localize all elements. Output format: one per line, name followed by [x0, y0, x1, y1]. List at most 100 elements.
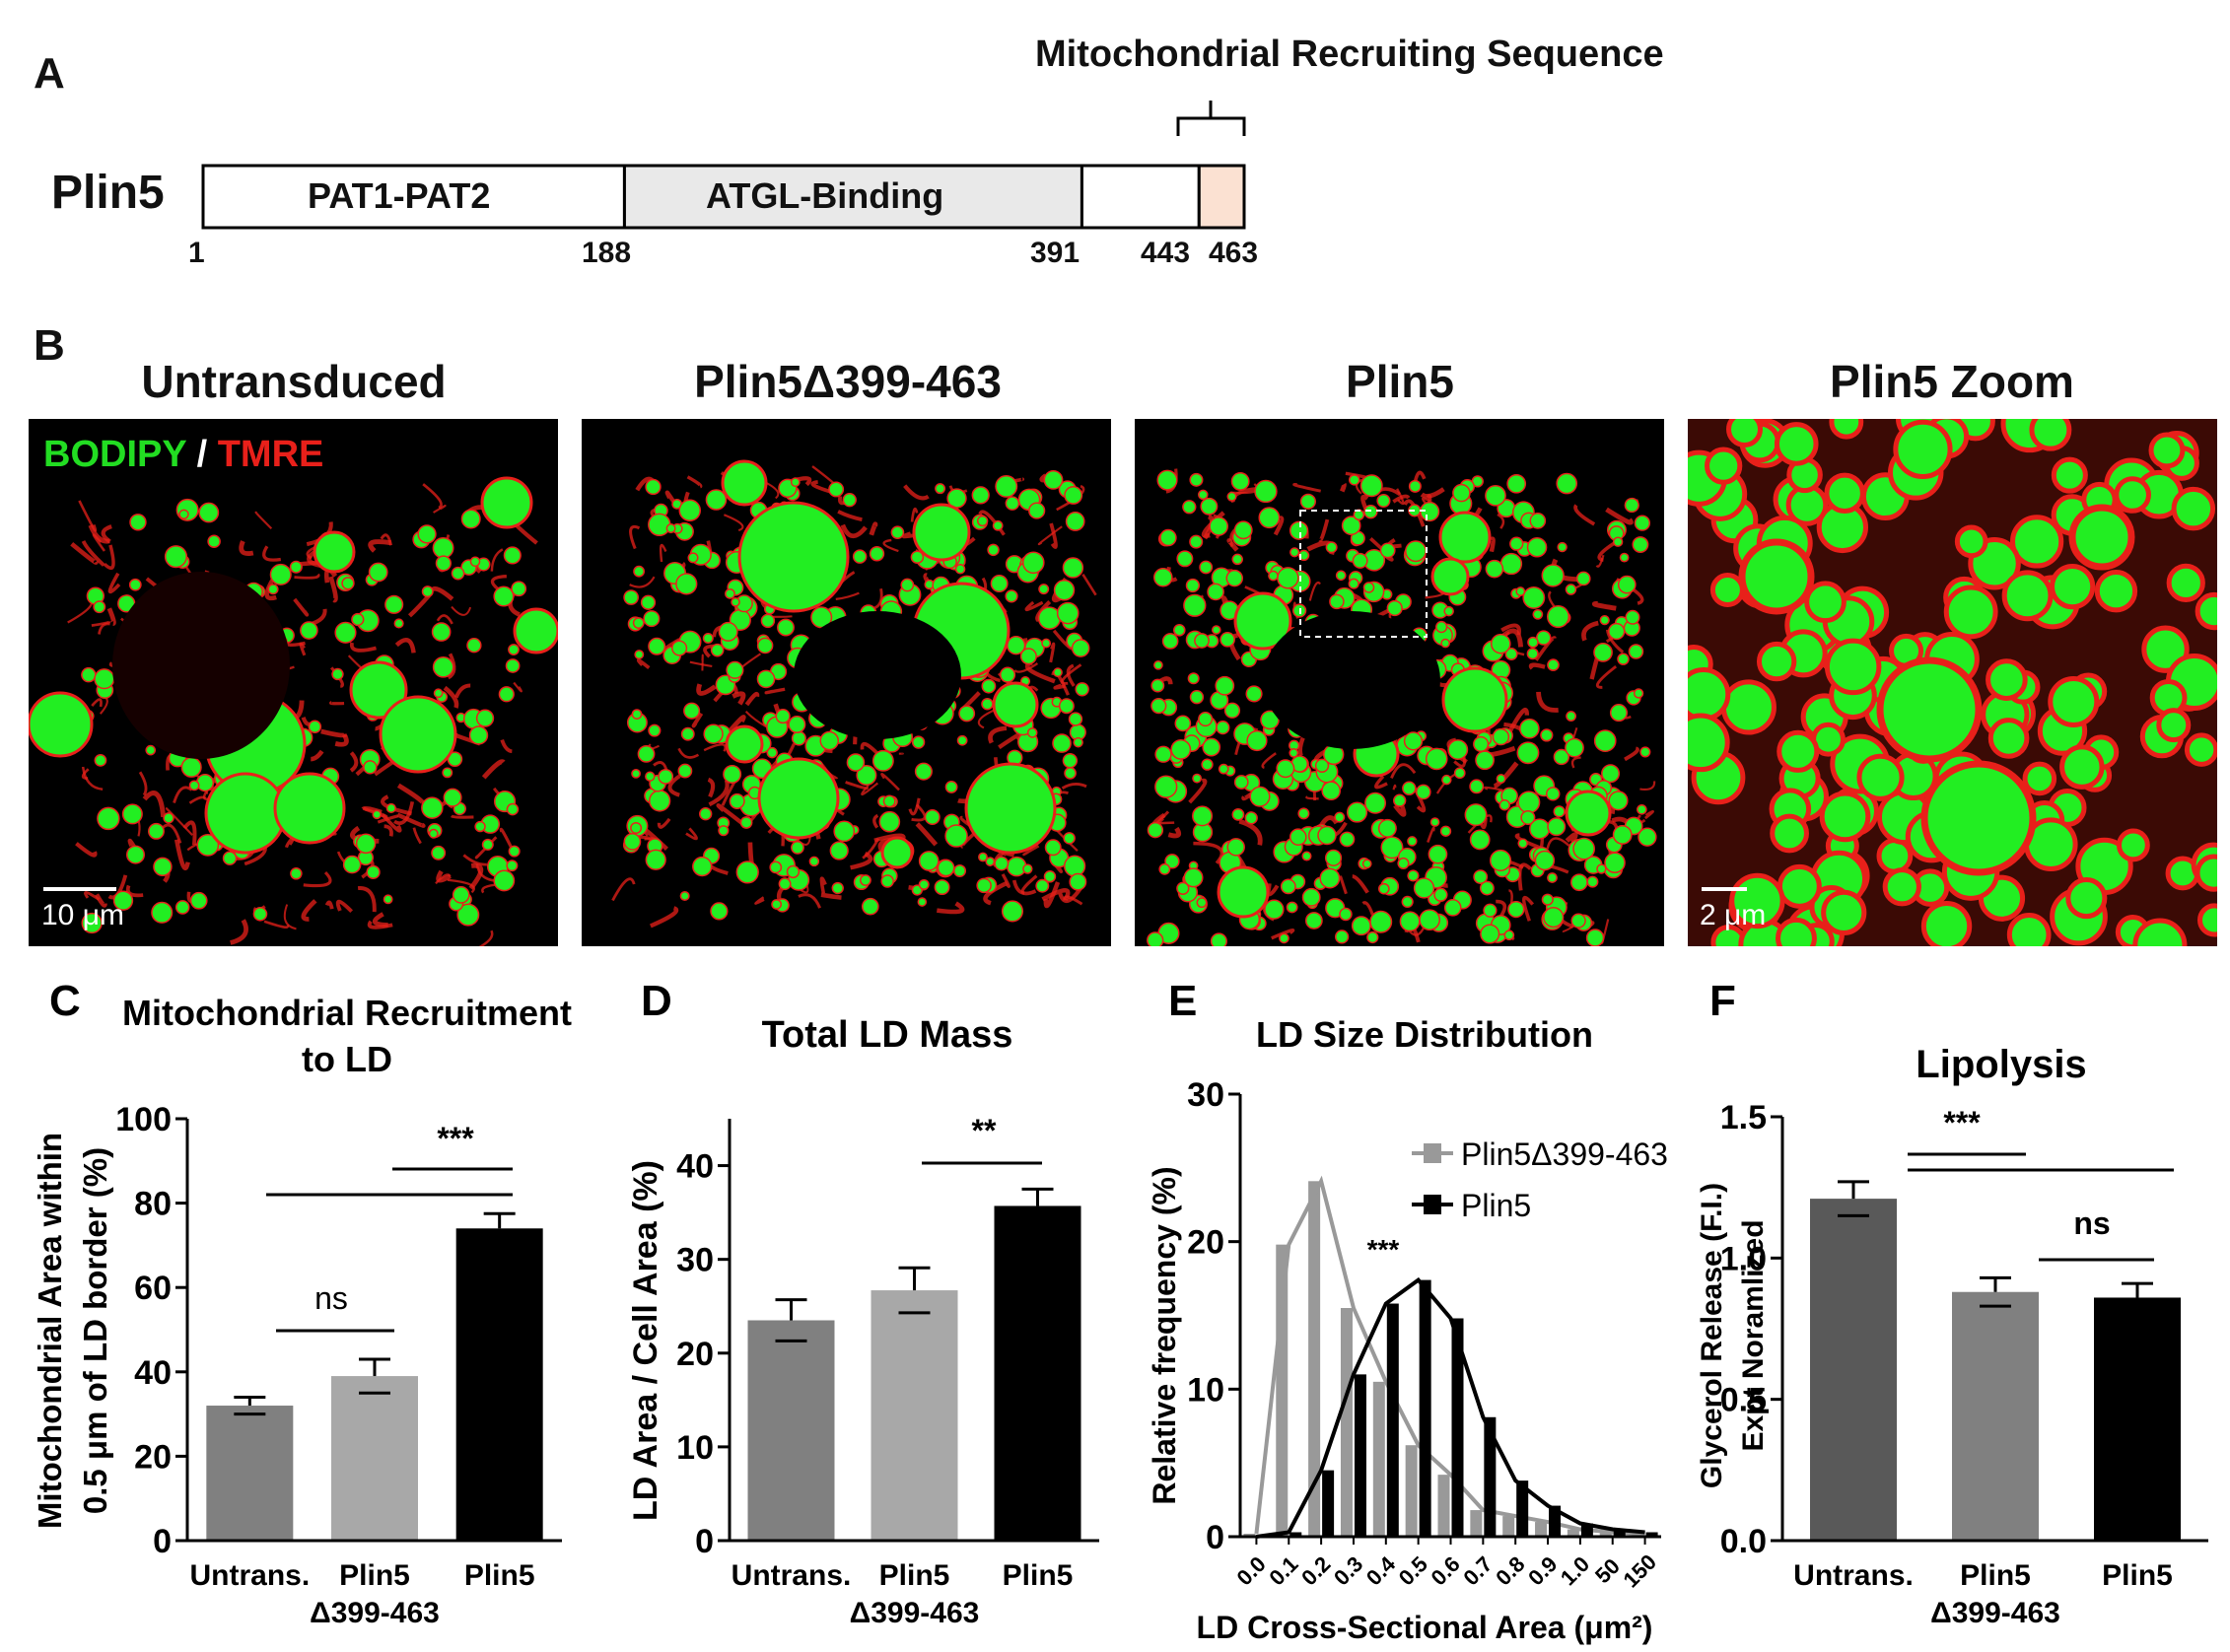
domain-label-atgl: ATGL-Binding — [706, 175, 944, 216]
y-C-tick-label: 20 — [134, 1438, 172, 1476]
lipid-droplet-small — [1553, 748, 1569, 766]
lipid-droplet-zoom — [2195, 854, 2217, 892]
lipid-droplet-zoom — [2117, 828, 2150, 862]
mitochondria-strand — [373, 912, 388, 928]
bar-E-1-5 — [1419, 1279, 1431, 1537]
chart-F-category-label-1-line1: Plin5 — [1960, 1559, 2031, 1592]
lipid-droplet-small — [1352, 552, 1368, 569]
chart-F-category-label-1-line2: Δ399-463 — [1930, 1597, 2060, 1629]
lipid-droplet-small — [1173, 624, 1186, 637]
lipid-droplet-small — [1062, 752, 1079, 769]
lipid-droplet-small — [976, 877, 992, 894]
lipid-droplet-small — [1280, 878, 1296, 895]
mitochondria-strand — [383, 824, 393, 837]
mitochondria-strand — [1066, 663, 1076, 687]
lipid-droplet-small — [1363, 504, 1378, 519]
lipid-droplet-small — [645, 771, 656, 782]
mitochondria-strand — [262, 545, 282, 562]
mitochondria-strand — [106, 607, 116, 626]
lipid-droplet-small — [1185, 578, 1201, 593]
mitochondria-strand — [1193, 841, 1223, 864]
lipid-droplet-small — [705, 489, 728, 511]
lipid-droplet-small — [1399, 911, 1421, 932]
lipid-droplet-small — [1198, 489, 1209, 501]
chart-title-c-line2: to LD — [302, 1039, 392, 1079]
lipid-droplet-small — [1403, 731, 1424, 751]
lipid-droplet-large — [1233, 591, 1292, 651]
mitochondria-strand — [1024, 600, 1044, 612]
lipid-droplet-zoom — [2094, 570, 2138, 613]
lipid-droplet-small — [207, 534, 221, 549]
lipid-droplet-zoom — [2156, 708, 2192, 743]
mitochondria-strand — [70, 541, 99, 565]
lipid-droplet-small — [935, 483, 946, 495]
lipid-droplet-zoom-large — [1738, 538, 1815, 615]
chart-F: 0.0 0.5 1.0 1.5 Untrans. Plin5 Δ399-463 Plin5 F L… — [1696, 977, 2208, 1629]
y-E-tick-label: 20 — [1187, 1224, 1224, 1262]
lipid-droplet-small — [829, 841, 849, 860]
lipid-droplet-small — [1479, 880, 1495, 896]
lipid-droplet-zoom — [1726, 419, 1764, 447]
lipid-droplet-zoom — [1824, 472, 1865, 515]
bar-D-2 — [994, 1205, 1081, 1541]
sig-label-ns-f: ns — [2073, 1205, 2110, 1241]
lipid-droplet-small — [1369, 910, 1393, 933]
legend-label-E-0: Plin5Δ399-463 — [1461, 1136, 1668, 1172]
lipid-droplet-small — [1480, 924, 1500, 944]
mitochondria-strand — [703, 743, 727, 752]
mitochondria-strand — [880, 773, 900, 792]
lipid-droplet-small — [431, 622, 452, 642]
mitochondria-strand — [708, 779, 730, 807]
lipid-droplet-small — [1233, 775, 1249, 790]
lipid-droplet-small — [342, 855, 362, 874]
lipid-droplet-small — [421, 796, 444, 819]
mitochondria-strand — [377, 814, 399, 824]
lipid-droplet-small — [976, 515, 989, 527]
lipid-droplet-small — [1386, 599, 1403, 617]
lipid-droplet-small — [1376, 493, 1391, 509]
lipid-droplet-small — [924, 808, 941, 825]
micrograph-plin5 — [1135, 419, 1664, 946]
legend-tmre: TMRE — [217, 434, 324, 475]
x-tick-label-E-0: 0.0 — [1231, 1551, 1270, 1590]
lipid-droplet-small — [1026, 727, 1038, 738]
lipid-droplet-small — [791, 841, 804, 855]
mitochondria-strand — [1522, 895, 1535, 922]
chart-E: 01020300.00.10.20.30.40.50.60.70.80.91.0… — [1147, 977, 1668, 1645]
lipid-droplet-small — [267, 584, 279, 595]
lipid-droplet-small — [1028, 502, 1046, 519]
bar-E-0-9 — [1535, 1522, 1548, 1537]
lipid-droplet-small — [630, 821, 643, 835]
lipid-droplet-small — [129, 514, 147, 531]
position-463: 463 — [1209, 237, 1259, 269]
lipid-droplet-small — [1209, 516, 1228, 536]
mitochondria-strand — [299, 642, 307, 656]
mitochondria-strand — [1339, 875, 1348, 895]
lipid-droplet-small — [1150, 698, 1167, 715]
lipid-droplet-small — [808, 856, 820, 867]
y-D-tick-label: 0 — [695, 1523, 714, 1560]
lipid-droplet-small — [1570, 873, 1588, 892]
mitochondria-strand — [1514, 833, 1542, 851]
lipid-droplet-small — [702, 632, 714, 645]
lipid-droplet-small — [164, 545, 188, 569]
mitochondria-strand — [1011, 879, 1037, 896]
lipid-droplet-small — [1056, 601, 1080, 625]
lipid-droplet-large — [880, 836, 914, 869]
lipid-droplet-small — [1200, 497, 1219, 516]
lipid-droplet-small — [1435, 620, 1448, 634]
lipid-droplet-small — [1314, 758, 1330, 773]
lipid-droplet-small — [508, 644, 520, 655]
mitochondria-strand — [611, 877, 636, 902]
lipid-droplet-small — [1529, 513, 1547, 529]
lipid-droplet-small — [300, 621, 318, 640]
lipid-droplet-small — [506, 802, 520, 816]
bar-E-0-1 — [1276, 1244, 1289, 1537]
lipid-droplet-small — [1289, 748, 1299, 758]
lipid-droplet-small — [1634, 515, 1651, 531]
lipid-droplet-small — [1547, 658, 1560, 671]
lipid-droplet-small — [778, 877, 792, 891]
bar-E-0-7 — [1470, 1510, 1483, 1537]
bar-C-0 — [206, 1406, 294, 1541]
panel-letter-c: C — [49, 977, 81, 1025]
